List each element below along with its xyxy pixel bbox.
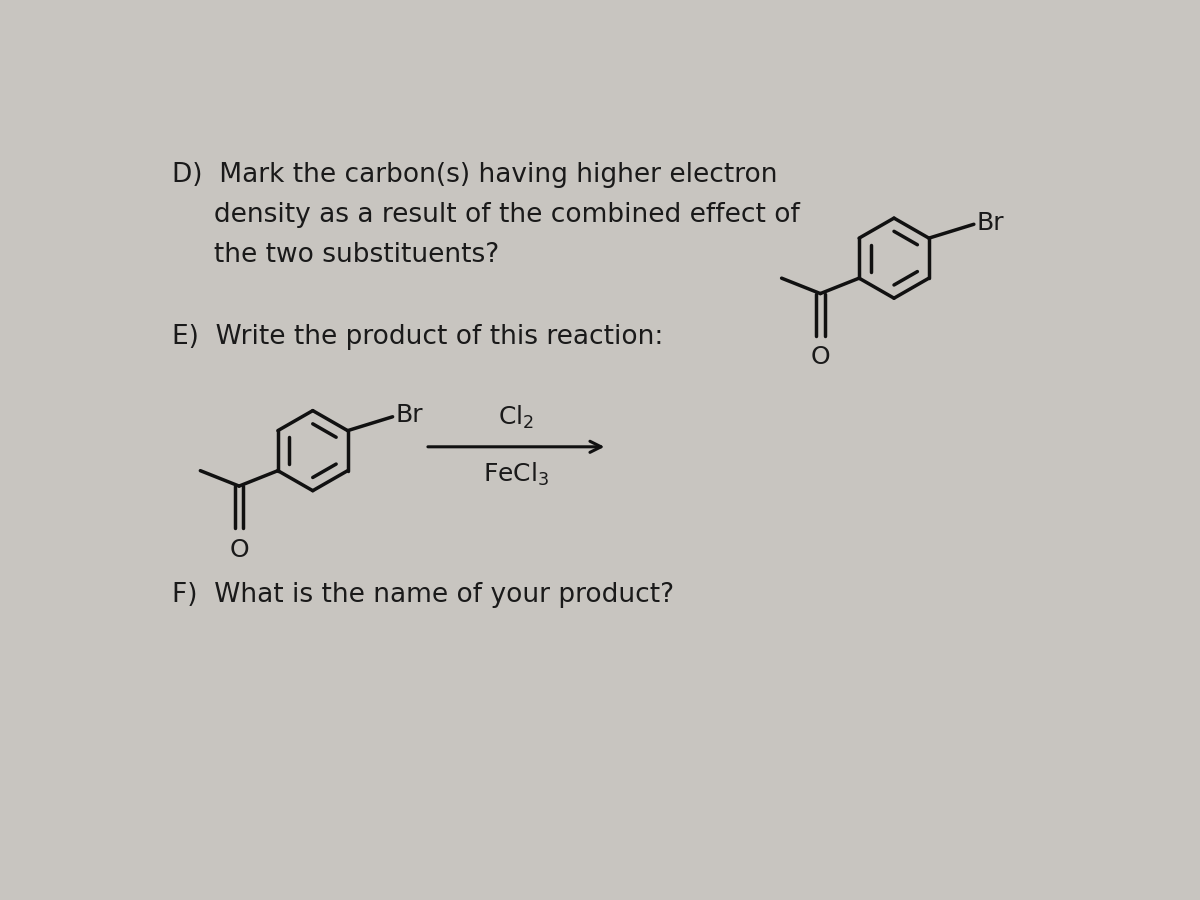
- Text: FeCl$_3$: FeCl$_3$: [484, 461, 550, 488]
- Text: Cl$_2$: Cl$_2$: [498, 404, 534, 431]
- Text: O: O: [229, 537, 248, 562]
- Text: O: O: [810, 346, 830, 369]
- Text: Br: Br: [396, 403, 424, 427]
- Text: Br: Br: [977, 211, 1004, 235]
- Text: E)  Write the product of this reaction:: E) Write the product of this reaction:: [172, 324, 664, 349]
- Text: density as a result of the combined effect of: density as a result of the combined effe…: [172, 202, 799, 228]
- Text: F)  What is the name of your product?: F) What is the name of your product?: [172, 581, 674, 608]
- Text: D)  Mark the carbon(s) having higher electron: D) Mark the carbon(s) having higher elec…: [172, 162, 778, 188]
- Text: the two substituents?: the two substituents?: [172, 242, 499, 268]
